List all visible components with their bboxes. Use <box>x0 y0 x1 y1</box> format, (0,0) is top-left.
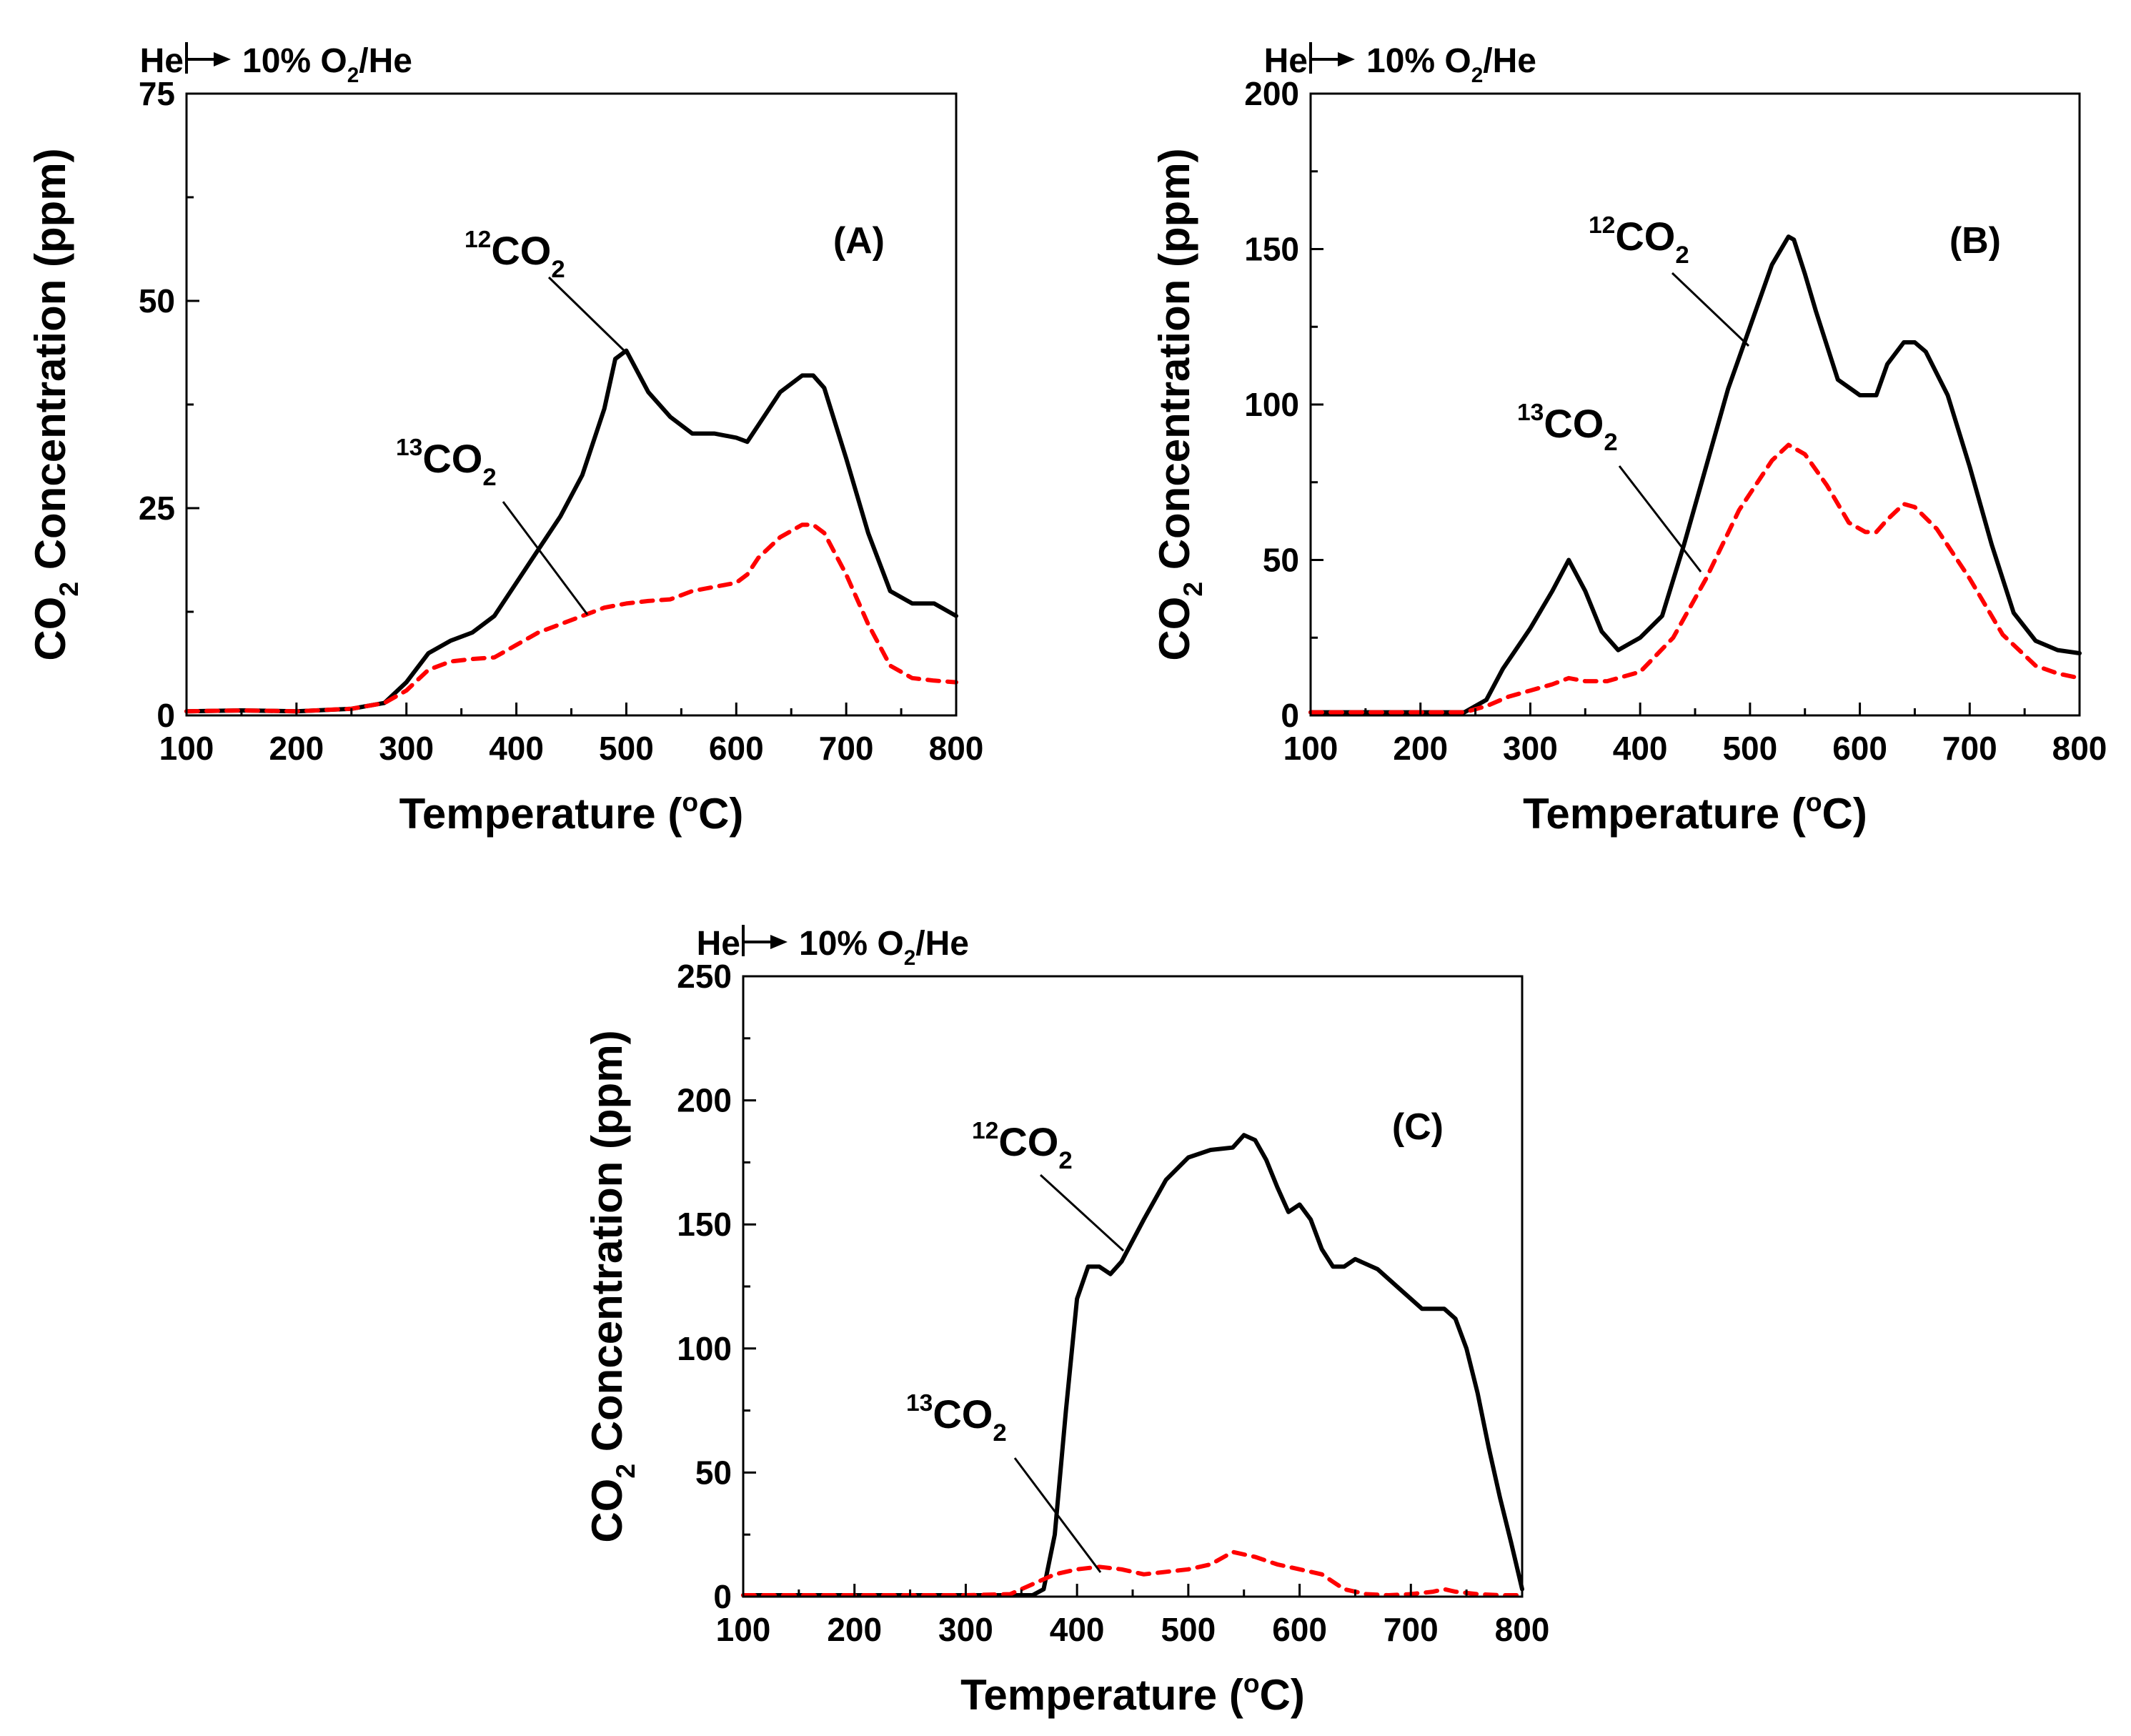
x-tick-label: 300 <box>938 1611 993 1648</box>
x-tick-label: 100 <box>159 730 214 767</box>
x-tick-label: 300 <box>1503 730 1558 767</box>
leader-line <box>1013 1457 1102 1573</box>
panel-label: (C) <box>1392 1106 1444 1148</box>
panel-label: (A) <box>833 220 885 262</box>
x-tick-label: 100 <box>1283 730 1338 767</box>
leader-line <box>1618 465 1702 572</box>
leader-line <box>1039 1174 1125 1252</box>
x-tick-label: 400 <box>1613 730 1668 767</box>
series-line-13co2 <box>741 1549 1524 1597</box>
x-tick-label: 700 <box>1384 1611 1439 1648</box>
plot-frame <box>1309 92 2081 717</box>
gas-header-start: He <box>140 42 184 80</box>
x-tick-label: 500 <box>1722 730 1777 767</box>
arrow-head-icon <box>1338 52 1355 66</box>
x-tick-label: 700 <box>1942 730 1997 767</box>
x-tick-label: 800 <box>929 730 984 767</box>
x-tick-label: 200 <box>269 730 324 767</box>
y-tick-label: 200 <box>1244 75 1299 112</box>
y-tick-label: 0 <box>1281 697 1299 734</box>
x-tick-label: 600 <box>1272 1611 1327 1648</box>
y-tick-label: 0 <box>157 697 175 734</box>
leader-line <box>502 501 589 615</box>
x-tick-label: 300 <box>379 730 434 767</box>
x-tick-label: 700 <box>819 730 874 767</box>
panel-a: 100 200 300 400 500 600 700 800 0 25 50 75 Temperatu… <box>26 42 983 838</box>
series-label-12co2: 12CO2 <box>972 1118 1073 1174</box>
x-axis-title: Temperature (oC) <box>399 787 744 838</box>
gas-header-end: 10% O2/He <box>799 925 969 970</box>
series-line-13co2 <box>1308 442 2082 715</box>
y-tick-label: 250 <box>677 958 732 995</box>
x-tick-label: 400 <box>489 730 544 767</box>
series-label-13co2: 13CO2 <box>396 435 497 491</box>
series-line-12co2 <box>741 1133 1524 1597</box>
y-axis-title: CO2 Concentration (ppm) <box>1151 148 1208 660</box>
x-tick-label: 600 <box>709 730 764 767</box>
leader-line <box>1671 272 1750 347</box>
y-axis-title: CO2 Concentration (ppm) <box>583 1030 640 1542</box>
x-tick-label: 400 <box>1050 1611 1105 1648</box>
y-tick-label: 50 <box>1263 542 1299 579</box>
series-line-13co2 <box>184 522 958 714</box>
x-tick-label: 500 <box>1161 1611 1216 1648</box>
gas-header-start: He <box>697 925 740 963</box>
gas-header-end: 10% O2/He <box>1366 42 1536 87</box>
x-tick-label: 800 <box>1495 1611 1550 1648</box>
y-tick-label: 0 <box>713 1578 732 1615</box>
arrow-head-icon <box>214 52 231 66</box>
y-tick-label: 25 <box>139 490 175 527</box>
series-label-12co2: 12CO2 <box>1589 212 1689 269</box>
panel-c: 100 200 300 400 500 600 700 800 0 50 100 150 200 250 T… <box>583 925 1549 1719</box>
x-tick-label: 200 <box>827 1611 882 1648</box>
x-tick-label: 200 <box>1393 730 1448 767</box>
y-tick-label: 150 <box>677 1206 732 1243</box>
y-tick-label: 75 <box>139 75 175 112</box>
plot-frame <box>742 975 1524 1598</box>
y-axis-title: CO2 Concentration (ppm) <box>26 148 84 660</box>
gas-header-end: 10% O2/He <box>242 42 412 87</box>
panel-b: 100 200 300 400 500 600 700 800 0 50 100 150 200 Temp… <box>1151 42 2107 838</box>
leader-line <box>547 276 630 357</box>
x-tick-label: 500 <box>599 730 654 767</box>
gas-header-start: He <box>1264 42 1308 80</box>
y-tick-label: 150 <box>1244 231 1299 268</box>
series-line-12co2 <box>184 348 958 714</box>
series-label-12co2: 12CO2 <box>465 227 565 283</box>
arrow-head-icon <box>770 935 788 949</box>
y-tick-label: 200 <box>677 1082 732 1119</box>
y-tick-label: 100 <box>677 1330 732 1367</box>
series-label-13co2: 13CO2 <box>906 1390 1007 1447</box>
series-label-13co2: 13CO2 <box>1517 400 1618 456</box>
y-tick-label: 100 <box>1244 386 1299 423</box>
x-tick-label: 100 <box>716 1611 771 1648</box>
y-tick-label: 50 <box>139 282 175 319</box>
series-line-12co2 <box>1308 234 2082 715</box>
x-tick-label: 600 <box>1832 730 1887 767</box>
y-tick-label: 50 <box>695 1454 732 1491</box>
panel-label: (B) <box>1949 220 2001 262</box>
x-tick-label: 800 <box>2052 730 2107 767</box>
x-axis-title: Temperature (oC) <box>1523 787 1867 838</box>
x-axis-title: Temperature (oC) <box>960 1668 1305 1719</box>
